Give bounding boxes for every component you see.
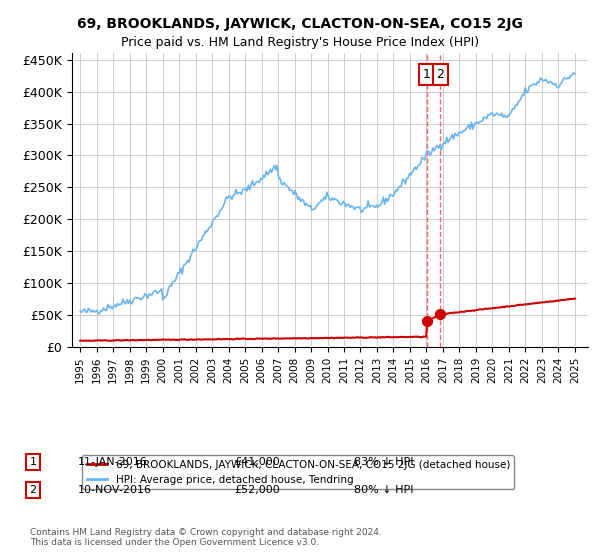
Text: 2: 2 [29, 485, 37, 495]
Text: 1: 1 [29, 457, 37, 467]
Text: Contains HM Land Registry data © Crown copyright and database right 2024.
This d: Contains HM Land Registry data © Crown c… [30, 528, 382, 547]
Text: 2: 2 [437, 68, 445, 81]
Text: 10-NOV-2016: 10-NOV-2016 [78, 485, 152, 495]
Legend: 69, BROOKLANDS, JAYWICK, CLACTON-ON-SEA, CO15 2JG (detached house), HPI: Average: 69, BROOKLANDS, JAYWICK, CLACTON-ON-SEA,… [82, 455, 514, 489]
Text: 1: 1 [423, 68, 431, 81]
Text: £52,000: £52,000 [234, 485, 280, 495]
Text: 11-JAN-2016: 11-JAN-2016 [78, 457, 148, 467]
Text: 80% ↓ HPI: 80% ↓ HPI [354, 485, 413, 495]
Text: Price paid vs. HM Land Registry's House Price Index (HPI): Price paid vs. HM Land Registry's House … [121, 36, 479, 49]
Text: 83% ↓ HPI: 83% ↓ HPI [354, 457, 413, 467]
Text: £41,000: £41,000 [234, 457, 280, 467]
Text: 69, BROOKLANDS, JAYWICK, CLACTON-ON-SEA, CO15 2JG: 69, BROOKLANDS, JAYWICK, CLACTON-ON-SEA,… [77, 17, 523, 31]
